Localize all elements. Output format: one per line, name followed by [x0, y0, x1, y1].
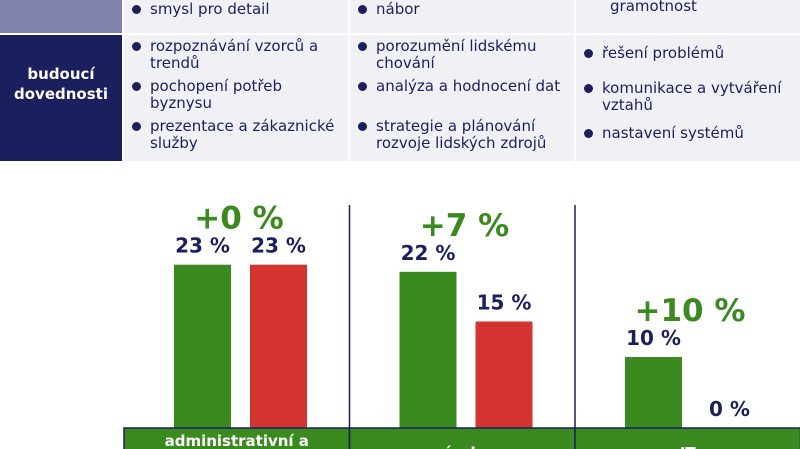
category-cell	[348, 427, 576, 449]
table-cell	[350, 35, 574, 161]
list-item: řešení problémů	[580, 45, 800, 62]
list-item: strategie a plánování rozvoje lidských z…	[354, 118, 570, 152]
change-label: +0 %	[194, 201, 283, 237]
row-header: budoucí dovednosti	[14, 65, 108, 103]
value-label: 22 %	[401, 241, 456, 265]
bar	[625, 357, 682, 428]
list-item: prezentace a zákaznické služby	[128, 118, 344, 152]
list-item: smysl pro detail	[128, 1, 328, 18]
value-label: 15 %	[477, 291, 532, 315]
category-label: IT	[680, 444, 697, 449]
list-item: komunikace a vytváření vztahů	[580, 80, 800, 114]
corner-cell	[0, 0, 122, 33]
value-label: 23 %	[251, 234, 306, 258]
category-label: administrativní a	[165, 432, 309, 449]
bar	[174, 264, 231, 428]
list-item: pochopení potřeb byznysu	[128, 78, 344, 112]
category-cell	[574, 427, 800, 449]
list-item: analýza a hodnocení dat	[354, 78, 570, 95]
value-label: 10 %	[626, 326, 681, 350]
change-label: +10 %	[635, 293, 746, 329]
table-cell	[350, 0, 574, 33]
category-label: výroba	[433, 444, 491, 449]
table-cell	[576, 35, 800, 161]
category-cell	[123, 427, 351, 449]
bar	[475, 321, 533, 428]
list-item: gramotnost	[610, 0, 697, 15]
table-cell	[124, 35, 348, 161]
value-label: 23 %	[175, 234, 230, 258]
table-cell	[124, 0, 348, 33]
header-cell: budoucí dovednosti	[0, 35, 122, 161]
change-label: +7 %	[420, 208, 509, 244]
list-item: porozumění lidskému chování	[354, 38, 570, 72]
list-item: rozpoznávání vzorců a trendů	[128, 38, 344, 72]
bar	[250, 264, 307, 428]
value-label: 0 %	[709, 397, 750, 421]
table-cell	[576, 0, 800, 33]
list-item: nastavení systémů	[580, 125, 800, 142]
list-item: nábor	[354, 1, 554, 18]
bar	[399, 271, 457, 428]
